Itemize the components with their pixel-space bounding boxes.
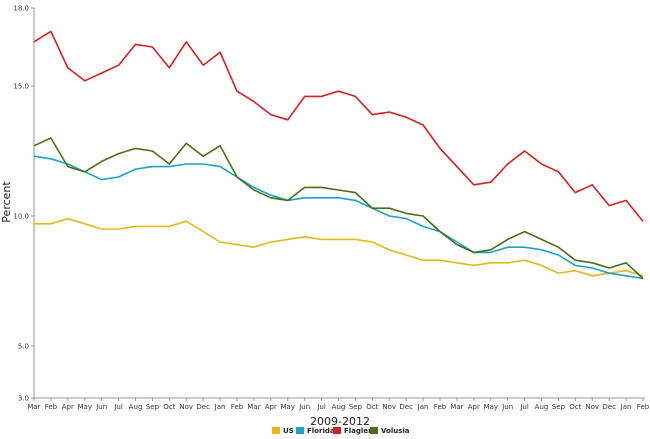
x-tick-label: Mar [247, 403, 260, 411]
x-tick-label: Jul [113, 403, 123, 411]
legend-label-us: US [283, 427, 294, 435]
x-tick-label: Apr [265, 403, 277, 411]
x-tick-label: Jun [95, 403, 107, 411]
x-tick-label: Jan [620, 403, 632, 411]
x-tick-label: Oct [569, 403, 581, 411]
x-tick-label: Aug [332, 403, 346, 411]
x-tick-label: Jun [501, 403, 513, 411]
x-axis-ticks: Mar Feb Apr May Jun Jul Aug Sep Oct Nov Dec Jan Feb M… [27, 398, 650, 411]
legend-swatch-florida [296, 427, 304, 434]
x-tick-label: Dec [602, 403, 616, 411]
x-tick-label: May [78, 403, 92, 411]
x-tick-label: Jul [316, 403, 326, 411]
x-tick-label: Jan [214, 403, 226, 411]
series-line-volusia [33, 137, 644, 279]
x-tick-label: May [281, 403, 295, 411]
x-tick-label: Mar [450, 403, 463, 411]
y-axis-ticks: 3.0 5.0 10.0 15.0 18.0 [13, 5, 34, 403]
y-tick-label: 5.0 [18, 343, 29, 351]
y-tick-label: 3.0 [18, 395, 29, 403]
legend-label-florida: Florida [307, 427, 335, 435]
x-tick-label: Nov [382, 403, 396, 411]
series-line-florida [33, 155, 644, 280]
x-tick-label: Jan [417, 403, 429, 411]
x-tick-label: Feb [434, 403, 447, 411]
x-tick-label: Jun [298, 403, 310, 411]
legend: US Florida Flagler Volusia [272, 427, 410, 435]
x-tick-label: Apr [62, 403, 74, 411]
legend-swatch-us [272, 427, 280, 434]
x-tick-label: Apr [468, 403, 480, 411]
x-tick-label: Sep [146, 403, 160, 411]
legend-label-flagler: Flagler [344, 427, 372, 435]
x-tick-label: Sep [552, 403, 566, 411]
x-tick-label: Aug [129, 403, 143, 411]
series-line-us [34, 217, 644, 277]
x-tick-label: Feb [231, 403, 244, 411]
y-tick-label: 18.0 [13, 5, 29, 13]
x-tick-label: Oct [366, 403, 378, 411]
x-tick-label: Dec [196, 403, 210, 411]
x-tick-label: Sep [349, 403, 363, 411]
x-tick-label: Dec [399, 403, 413, 411]
x-tick-label: Aug [535, 403, 549, 411]
y-axis-title: Percent [0, 181, 13, 223]
x-tick-label: Feb [45, 403, 58, 411]
legend-swatch-flagler [333, 427, 341, 434]
series-lines [33, 30, 644, 280]
legend-label-volusia: Volusia [381, 427, 410, 435]
y-tick-label: 15.0 [13, 83, 29, 91]
x-tick-label: May [484, 403, 498, 411]
series-line-flagler [33, 30, 644, 222]
x-tick-label: Feb [637, 403, 650, 411]
legend-swatch-volusia [370, 427, 378, 434]
x-tick-label: Jul [519, 403, 529, 411]
x-tick-label: Nov [585, 403, 599, 411]
x-tick-label: Oct [163, 403, 175, 411]
x-tick-label: Nov [179, 403, 193, 411]
x-tick-label: Mar [27, 403, 40, 411]
y-tick-label: 10.0 [13, 213, 29, 221]
x-axis-title: 2009-2012 [310, 415, 370, 428]
